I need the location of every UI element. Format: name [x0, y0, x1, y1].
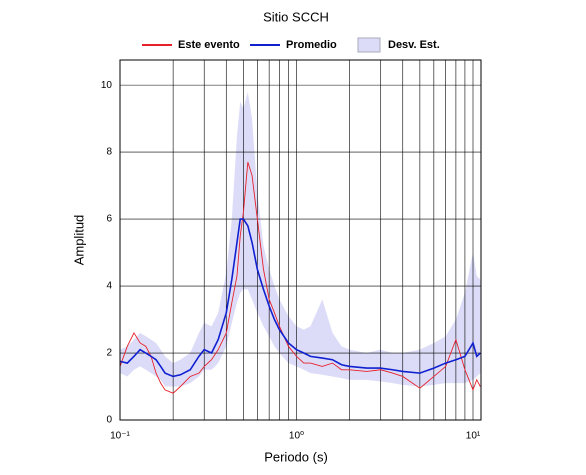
legend-label: Este evento — [178, 39, 240, 51]
legend-label: Desv. Est. — [388, 39, 440, 51]
legend-label: Promedio — [286, 39, 337, 51]
series-line — [119, 162, 481, 394]
std-band — [120, 91, 481, 387]
y-tick-label: 0 — [106, 415, 112, 426]
y-axis-title: Amplitud — [71, 215, 86, 266]
legend-swatch — [357, 37, 381, 53]
y-tick-label: 2 — [106, 348, 112, 359]
y-tick-label: 6 — [106, 214, 112, 225]
plot-frame — [119, 59, 482, 421]
x-tick-label: 10⁰ — [289, 431, 304, 442]
series-line — [119, 218, 481, 378]
x-tick-label: 10⁻¹ — [110, 431, 130, 442]
y-tick-label: 4 — [106, 281, 112, 292]
x-axis-title: Periodo (s) — [264, 449, 328, 464]
chart-title: Sitio SCCH — [263, 9, 329, 24]
y-tick-label: 10 — [101, 80, 113, 91]
y-tick-label: 8 — [106, 147, 112, 158]
x-tick-label: 10¹ — [466, 431, 481, 442]
